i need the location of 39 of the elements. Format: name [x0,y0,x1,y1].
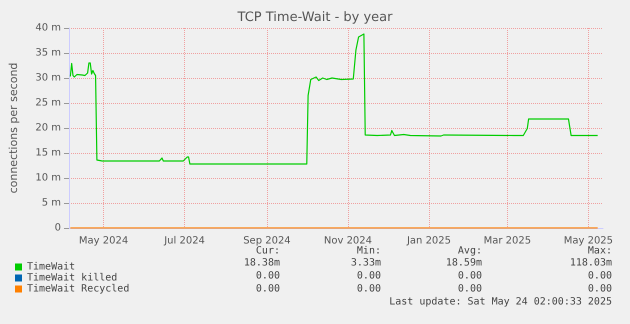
y-tick-label: 30 m [35,72,61,84]
text: Cur: [256,246,280,256]
legend-label: TimeWait killed [27,272,118,284]
text: 0.00 [588,270,612,282]
legend-label: TimeWait [27,262,76,272]
y-tick-label: 15 m [35,148,61,158]
x-tick-label: May 2024 [78,236,128,246]
x-tick-label: Mar 2025 [484,236,532,246]
y-tick-label: 20 m [35,122,61,134]
text: 0.00 [458,284,482,294]
x-tick-label: Jul 2024 [163,236,205,246]
text: 18.38m [244,258,280,268]
x-tick-label: Nov 2024 [324,236,372,246]
y-axis-title: connections per second [7,62,20,194]
text: 0.00 [458,270,482,282]
chart-title: TCP Time-Wait - by year [236,10,394,25]
y-tick-label: 35 m [35,48,61,58]
text: Last update: Sat May 24 02:00:33 2025 [389,296,612,308]
text: 18.59m [446,258,482,268]
text: 0.00 [256,270,280,282]
text: 0.00 [356,270,381,282]
line-series [70,33,598,165]
y-tick-label: 0 [54,222,61,234]
text: Max: [588,246,612,256]
text: Avg: [458,246,482,256]
y-tick-label: 10 m [35,172,61,184]
x-tick-label: Jan 2025 [406,236,452,246]
y-tick-label: 25 m [35,98,61,108]
legend-label: TimeWait Recycled [27,284,130,294]
text: 0.00 [588,284,612,294]
y-tick-label: 5 m [42,198,61,208]
text: 3.33m [350,258,381,268]
text: Min: [356,246,381,256]
text: 118.03m [570,258,612,268]
x-tick-label: May 2025 [564,236,614,246]
text: 0.00 [256,284,280,294]
text: 0.00 [356,284,381,294]
y-tick-label: 40 m [35,22,61,34]
x-tick-label: Sep 2024 [243,236,291,246]
